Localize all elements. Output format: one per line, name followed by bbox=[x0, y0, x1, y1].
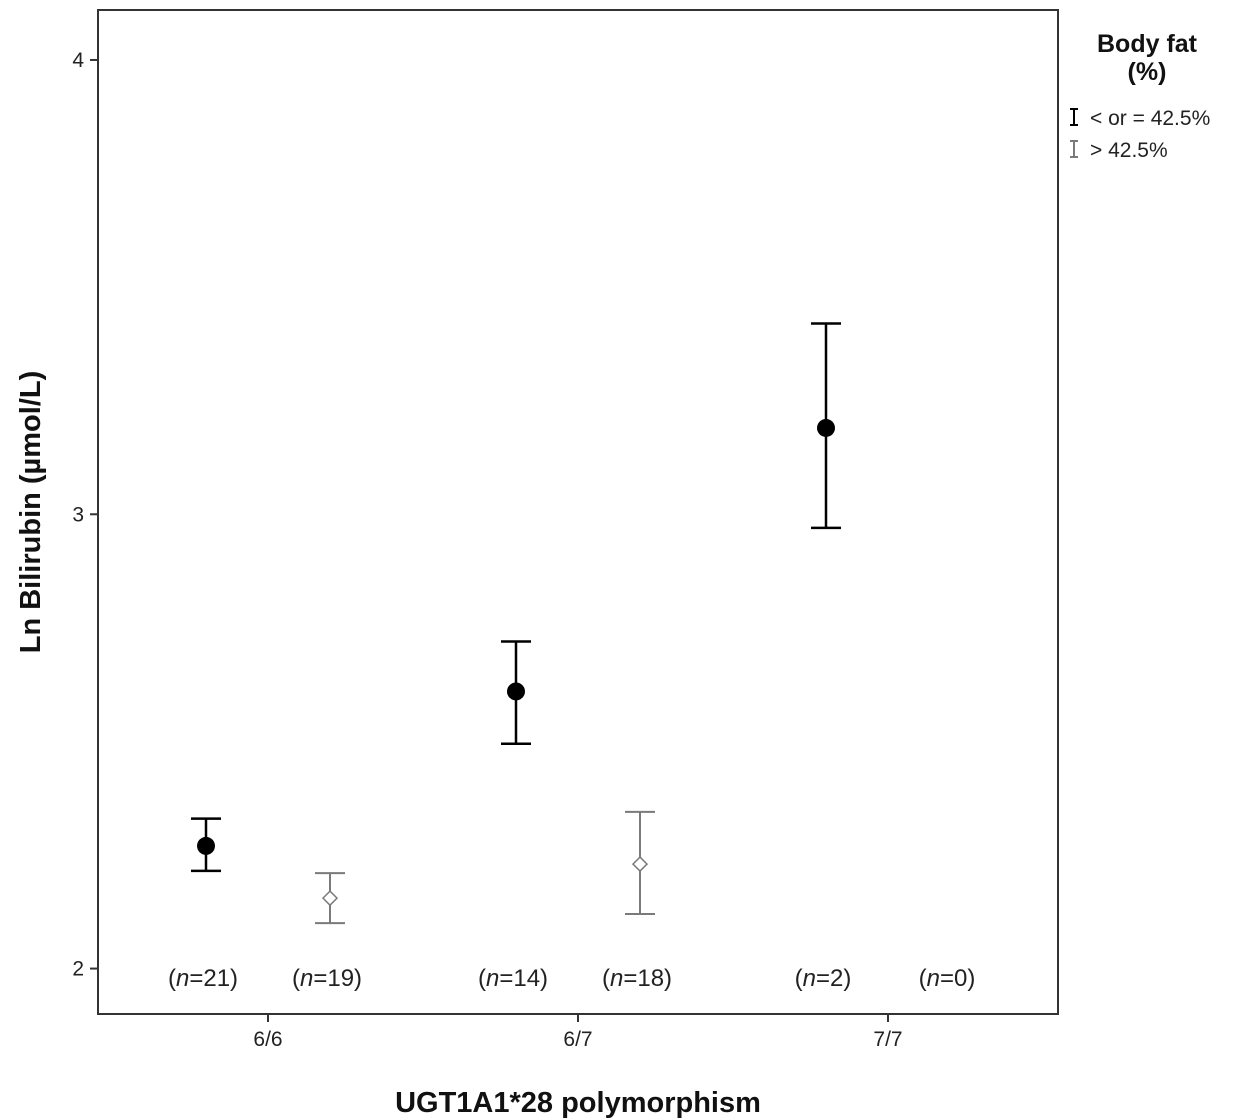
x-tick-label: 6/7 bbox=[563, 1028, 592, 1051]
n-label: (n=2) bbox=[795, 965, 852, 992]
y-axis: 2 3 4 bbox=[72, 49, 98, 981]
x-tick-label: 6/6 bbox=[253, 1028, 282, 1051]
legend-title-line2: (%) bbox=[1128, 58, 1167, 86]
legend-title-line1: Body fat bbox=[1097, 30, 1198, 58]
legend-label: > 42.5% bbox=[1090, 139, 1168, 162]
mean-point-circle bbox=[197, 836, 215, 855]
x-axis-title: UGT1A1*28 polymorphism bbox=[395, 1087, 761, 1119]
mean-point-circle bbox=[817, 418, 835, 437]
x-tick-label: 7/7 bbox=[873, 1028, 902, 1051]
mean-point-diamond bbox=[321, 890, 339, 907]
mean-point-circle bbox=[507, 682, 525, 701]
sample-size-labels: (n=21) (n=14) (n=2) (n=19) (n=18) (n=0) bbox=[168, 965, 975, 992]
legend: Body fat (%) < or = 42.5% > 42.5% bbox=[1070, 30, 1210, 162]
n-label: (n=18) bbox=[602, 965, 672, 992]
n-label: (n=21) bbox=[168, 965, 238, 992]
legend-items: < or = 42.5% > 42.5% bbox=[1070, 107, 1210, 162]
plot-frame bbox=[97, 9, 1059, 1015]
data-marks bbox=[191, 322, 841, 925]
n-label: (n=19) bbox=[292, 965, 362, 992]
y-axis-title: Ln Bilirubin (µmol/L) bbox=[15, 371, 47, 654]
x-axis: 6/6 6/7 7/7 bbox=[253, 1014, 903, 1051]
legend-label: < or = 42.5% bbox=[1090, 107, 1210, 130]
y-tick-label: 3 bbox=[72, 503, 84, 526]
n-label: (n=14) bbox=[478, 965, 548, 992]
y-tick-label: 4 bbox=[72, 49, 84, 72]
y-tick-label: 2 bbox=[72, 958, 84, 981]
n-label: (n=0) bbox=[919, 965, 976, 992]
mean-point-diamond bbox=[631, 856, 649, 873]
